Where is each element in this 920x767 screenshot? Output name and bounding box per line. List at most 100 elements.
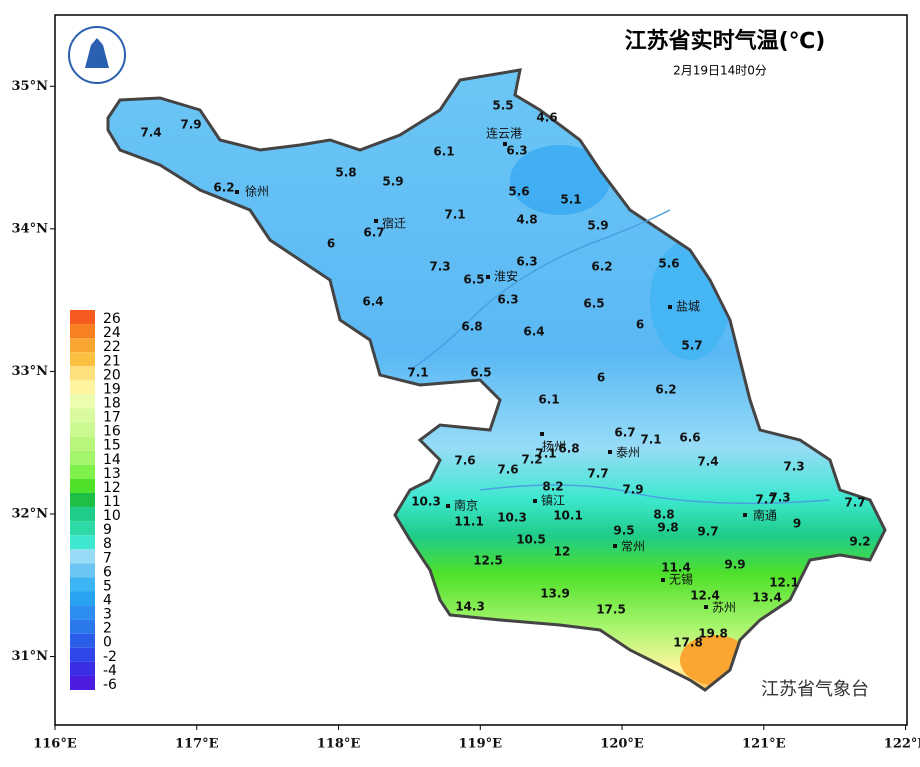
temperature-label: 6.7 [614, 426, 635, 440]
city-label: 南通 [753, 508, 777, 523]
legend-label: 11 [103, 494, 121, 510]
temperature-label: 10.1 [553, 509, 583, 523]
city-dot [235, 190, 239, 194]
city-label: 南京 [454, 498, 478, 513]
temperature-label: 11.4 [661, 561, 691, 575]
legend-swatch [70, 478, 95, 493]
city-label: 镇江 [541, 494, 565, 508]
city-label: 常州 [621, 540, 645, 554]
temperature-label: 6.5 [463, 273, 484, 287]
temperature-label: 6.1 [538, 393, 559, 407]
temperature-label: 19.8 [698, 627, 728, 641]
temperature-label: 5.7 [681, 339, 702, 353]
y-tick-label: 35°N [12, 79, 49, 94]
legend-swatch [70, 647, 95, 662]
temperature-label: 5.5 [492, 99, 513, 113]
temperature-label: 9.5 [613, 524, 634, 538]
legend-swatch [70, 408, 95, 423]
legend-label: -6 [103, 677, 117, 693]
temperature-label: 6 [636, 318, 644, 332]
y-tick-label: 33°N [12, 364, 49, 379]
y-tick-label: 32°N [12, 506, 49, 521]
legend-swatch [70, 422, 95, 437]
x-tick-label: 118°E [317, 737, 361, 752]
legend-swatch [70, 450, 95, 465]
river [409, 209, 831, 505]
temperature-label: 9.7 [697, 525, 718, 539]
x-tick-label: 117°E [175, 737, 219, 752]
temperature-label: 6.4 [523, 325, 544, 339]
temperature-label: 7.1 [640, 433, 661, 447]
temperature-label: 4.6 [536, 111, 557, 125]
temperature-label: 8.2 [542, 480, 563, 494]
legend-swatch [70, 338, 95, 353]
temperature-label: 6.5 [583, 297, 604, 311]
temperature-label: 5.8 [335, 166, 356, 180]
temperature-label: 12.4 [690, 589, 720, 603]
legend-swatch [70, 591, 95, 606]
temperature-label: 5.9 [382, 175, 403, 189]
legend-label: 5 [103, 578, 112, 594]
temperature-label: 6.4 [362, 295, 383, 309]
legend-label: 2 [103, 621, 112, 637]
legend-swatch [70, 619, 95, 634]
temperature-label: 7.4 [140, 126, 161, 140]
x-tick-label: 116°E [33, 737, 77, 752]
legend-label: 4 [103, 593, 112, 609]
legend-swatch [70, 507, 95, 522]
temperature-label: 6.2 [655, 383, 676, 397]
temperature-label: 7.1 [407, 366, 428, 380]
temperature-label: 10.3 [497, 511, 527, 525]
temperature-label: 7.7 [587, 467, 608, 481]
legend-swatch [70, 535, 95, 550]
city-label: 苏州 [712, 601, 736, 615]
temperature-label: 6 [327, 237, 335, 251]
temperature-label: 10.5 [516, 533, 546, 547]
temperature-label: 13.9 [540, 587, 570, 601]
temperature-label: 6.8 [461, 320, 482, 334]
temperature-label: 6.7 [363, 226, 384, 240]
legend-label: 19 [103, 381, 121, 397]
legend-label: 17 [103, 410, 121, 426]
legend-swatch [70, 380, 95, 395]
legend-label: 10 [103, 508, 121, 524]
temperature-label: 7.3 [429, 260, 450, 274]
temperature-label: 7.3 [783, 460, 804, 474]
temperature-label: 9 [793, 517, 801, 531]
legend-swatch [70, 366, 95, 381]
temperature-label: 4.8 [516, 213, 537, 227]
temperature-label: 9.2 [849, 535, 870, 549]
temperature-label: 6.3 [506, 144, 527, 158]
legend-swatch [70, 324, 95, 339]
temperature-label: 6.2 [213, 181, 234, 195]
x-tick-label: 120°E [600, 737, 644, 752]
temperature-label: 7.6 [454, 454, 475, 468]
city-dot [613, 544, 617, 548]
temperature-label: 7.7 [844, 496, 865, 510]
legend-swatch [70, 577, 95, 592]
temperature-label: 7.2 [521, 453, 542, 467]
temperature-label: 7.4 [697, 455, 718, 469]
legend-label: 18 [103, 395, 121, 411]
legend-label: 0 [103, 635, 112, 651]
legend-swatch [70, 563, 95, 578]
temperature-label: 9.8 [657, 521, 678, 535]
temperature-label: 6.1 [433, 145, 454, 159]
x-tick-label: 121°E [742, 737, 786, 752]
title: 江苏省实时气温(℃) [625, 28, 826, 54]
legend-label: 13 [103, 466, 121, 482]
legend-swatch [70, 605, 95, 620]
city-dot [668, 305, 672, 309]
city-label: 淮安 [494, 269, 518, 284]
temperature-label: 12.5 [473, 554, 503, 568]
city-label: 泰州 [616, 446, 640, 460]
temperature-label: 6.2 [591, 260, 612, 274]
legend-label: 9 [103, 522, 112, 538]
city-dot [743, 513, 747, 517]
temperature-label: 6.3 [516, 255, 537, 269]
city-label: 无锡 [669, 572, 693, 587]
legend-swatch [70, 310, 95, 325]
legend-swatch [70, 661, 95, 676]
city-dot [533, 499, 537, 503]
